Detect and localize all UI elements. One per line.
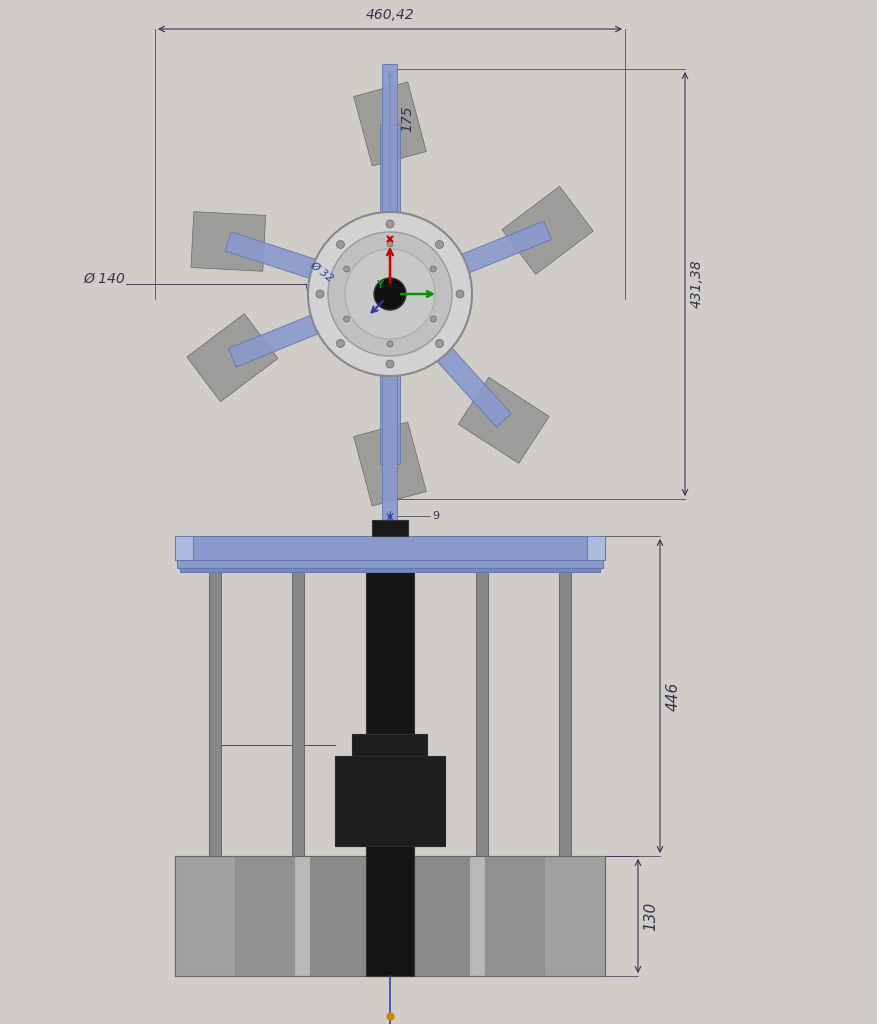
Bar	[180, 560, 599, 572]
Text: 175: 175	[400, 105, 414, 132]
Circle shape	[336, 241, 344, 249]
Circle shape	[345, 249, 434, 339]
Bar	[310, 856, 469, 976]
Circle shape	[343, 316, 349, 322]
Polygon shape	[353, 82, 426, 166]
Bar	[177, 560, 602, 568]
Bar	[175, 856, 235, 976]
Circle shape	[430, 316, 436, 322]
Bar	[545, 856, 604, 976]
Polygon shape	[458, 377, 549, 464]
Text: Y: Y	[375, 280, 382, 290]
Circle shape	[386, 360, 394, 368]
Circle shape	[316, 290, 324, 298]
Bar	[292, 568, 303, 856]
Polygon shape	[187, 313, 278, 401]
Circle shape	[430, 266, 436, 272]
Polygon shape	[225, 232, 393, 303]
Circle shape	[435, 340, 443, 347]
Bar	[366, 568, 414, 976]
Circle shape	[336, 340, 344, 347]
Polygon shape	[386, 221, 551, 303]
Polygon shape	[380, 124, 400, 294]
Text: Ø 140: Ø 140	[83, 272, 125, 286]
Bar	[587, 536, 604, 560]
Circle shape	[343, 266, 349, 272]
Polygon shape	[380, 294, 400, 464]
Polygon shape	[228, 285, 393, 367]
Bar	[175, 856, 604, 976]
Circle shape	[386, 220, 394, 228]
Circle shape	[387, 241, 393, 247]
Text: 460,42: 460,42	[365, 8, 414, 22]
Bar	[382, 65, 397, 524]
Polygon shape	[353, 422, 426, 506]
Bar	[209, 568, 221, 856]
Bar	[175, 536, 604, 560]
Polygon shape	[502, 186, 593, 274]
Bar	[352, 734, 427, 756]
Text: 431,38: 431,38	[689, 260, 703, 308]
Text: 9: 9	[431, 511, 438, 521]
Circle shape	[328, 232, 452, 356]
Circle shape	[387, 341, 393, 347]
Bar	[175, 856, 604, 976]
Bar	[235, 856, 295, 976]
Bar	[366, 568, 414, 734]
Circle shape	[455, 290, 463, 298]
Bar	[340, 245, 438, 343]
Polygon shape	[190, 212, 266, 271]
Text: 130: 130	[642, 901, 657, 931]
Bar	[372, 520, 408, 536]
Bar	[559, 568, 570, 856]
Circle shape	[308, 212, 472, 376]
Bar	[475, 568, 488, 856]
Polygon shape	[382, 288, 510, 427]
Text: Ø 32: Ø 32	[308, 260, 335, 284]
Circle shape	[374, 278, 405, 310]
Text: 446: 446	[666, 681, 681, 711]
Bar	[335, 756, 445, 846]
Bar	[484, 856, 545, 976]
Bar	[175, 536, 193, 560]
Circle shape	[435, 241, 443, 249]
